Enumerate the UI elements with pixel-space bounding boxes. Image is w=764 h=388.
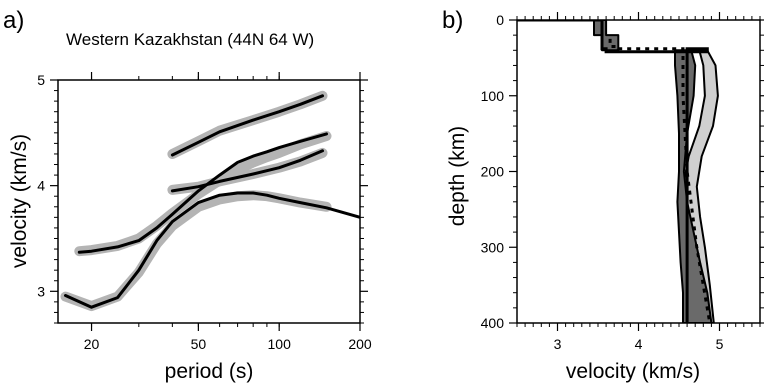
x-tick-label: 50 bbox=[191, 336, 207, 352]
panel-b-ylabel: depth (km) bbox=[446, 126, 469, 226]
x-tick-label: 4 bbox=[635, 336, 643, 352]
panel-a-plot: 20 50 100 200 3 4 5 bbox=[37, 72, 372, 352]
panel-b-xlabel: velocity (km/s) bbox=[566, 360, 700, 383]
y-tick-label: 4 bbox=[37, 178, 45, 194]
y-tick-label: 200 bbox=[481, 164, 505, 180]
velocity-envelope-light bbox=[682, 49, 719, 323]
x-tick-label: 20 bbox=[84, 336, 100, 352]
y-tick-label: 0 bbox=[496, 12, 504, 28]
predicted-dispersion-curve bbox=[64, 191, 360, 309]
panel-a-label: a) bbox=[3, 7, 24, 34]
panel-b-frame bbox=[516, 19, 761, 324]
predicted-dispersion-curve bbox=[170, 94, 324, 157]
velocity-model-line bbox=[517, 20, 709, 323]
panel-b-label: b) bbox=[442, 7, 463, 34]
x-tick-label: 200 bbox=[348, 336, 372, 352]
y-tick-label: 3 bbox=[37, 283, 45, 299]
panel-a-ylabel: velocity (km/s) bbox=[8, 134, 31, 268]
y-tick-label: 5 bbox=[37, 72, 45, 88]
reference-model-dotted bbox=[608, 38, 712, 323]
y-tick-label: 100 bbox=[481, 88, 505, 104]
x-tick-label: 5 bbox=[716, 336, 724, 352]
panel-a-xlabel: period (s) bbox=[165, 360, 254, 383]
panel-a-title: Western Kazakhstan (44N 64 W) bbox=[66, 30, 314, 49]
predicted-dispersion-curve bbox=[170, 149, 324, 193]
observed-dispersion-band bbox=[74, 131, 332, 257]
x-tick-label: 100 bbox=[268, 336, 292, 352]
x-tick-label: 3 bbox=[554, 336, 562, 352]
panel-b-plot: 3 4 5 0 100 200 300 400 bbox=[481, 12, 764, 352]
y-tick-label: 300 bbox=[481, 239, 505, 255]
y-tick-label: 400 bbox=[481, 315, 505, 331]
panel-a-frame bbox=[57, 79, 361, 324]
